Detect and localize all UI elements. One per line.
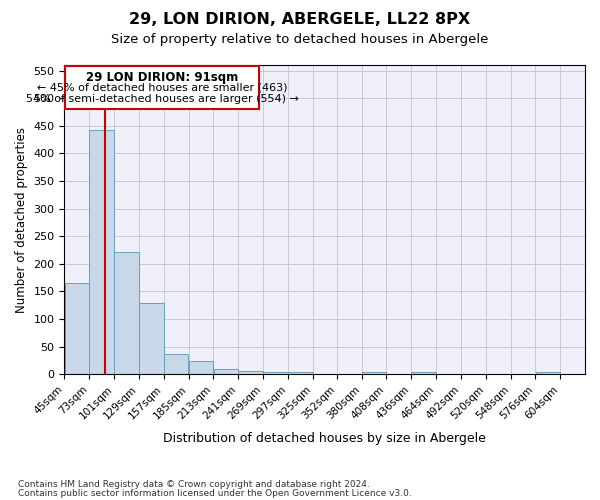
Y-axis label: Number of detached properties: Number of detached properties — [15, 126, 28, 312]
Bar — [362, 372, 386, 374]
Bar — [536, 372, 560, 374]
Bar — [139, 302, 164, 374]
Text: Size of property relative to detached houses in Abergele: Size of property relative to detached ho… — [112, 32, 488, 46]
Bar — [238, 371, 263, 374]
Bar — [114, 252, 139, 374]
Bar — [412, 372, 436, 374]
Bar — [65, 283, 89, 374]
Text: 54% of semi-detached houses are larger (554) →: 54% of semi-detached houses are larger (… — [26, 94, 298, 104]
Text: 29 LON DIRION: 91sqm: 29 LON DIRION: 91sqm — [86, 70, 238, 84]
FancyBboxPatch shape — [65, 66, 259, 109]
Text: Contains HM Land Registry data © Crown copyright and database right 2024.: Contains HM Land Registry data © Crown c… — [18, 480, 370, 489]
Bar — [164, 354, 188, 374]
Bar — [189, 360, 213, 374]
Text: Contains public sector information licensed under the Open Government Licence v3: Contains public sector information licen… — [18, 488, 412, 498]
Text: 29, LON DIRION, ABERGELE, LL22 8PX: 29, LON DIRION, ABERGELE, LL22 8PX — [130, 12, 470, 28]
Text: ← 45% of detached houses are smaller (463): ← 45% of detached houses are smaller (46… — [37, 82, 287, 92]
X-axis label: Distribution of detached houses by size in Abergele: Distribution of detached houses by size … — [163, 432, 486, 445]
Bar — [214, 369, 238, 374]
Bar — [288, 372, 313, 374]
Bar — [263, 372, 287, 374]
Bar — [89, 130, 114, 374]
